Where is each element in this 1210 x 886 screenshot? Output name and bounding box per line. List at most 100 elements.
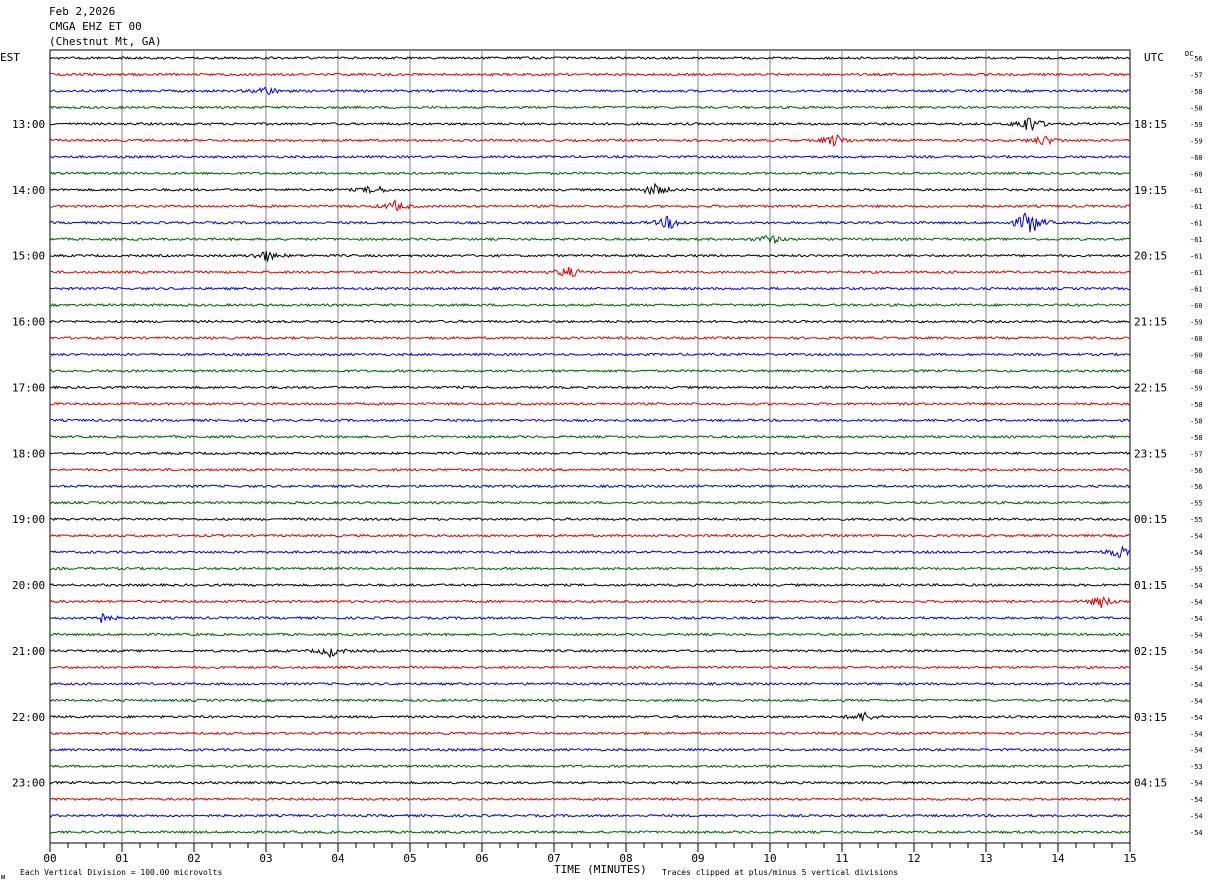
seismic-trace — [49, 517, 1131, 522]
dc-offset-label: -56 — [1190, 55, 1203, 63]
x-tick-label: 10 — [763, 852, 776, 865]
left-hour-label: 20:00 — [12, 579, 45, 592]
left-hour-label: 13:00 — [12, 118, 45, 131]
dc-offset-label: -54 — [1190, 697, 1203, 705]
seismic-trace — [49, 731, 1131, 736]
seismic-trace — [49, 813, 1131, 818]
dc-offset-label: -61 — [1190, 269, 1203, 277]
right-hour-label: 19:15 — [1134, 184, 1167, 197]
dc-offset-label: -59 — [1190, 319, 1203, 327]
dc-offset-label: -58 — [1190, 417, 1203, 425]
seismic-trace — [49, 134, 1131, 147]
x-tick-label: 12 — [907, 852, 920, 865]
x-tick-label: 01 — [115, 852, 128, 865]
left-hour-label: 23:00 — [12, 777, 45, 790]
seismic-trace — [49, 533, 1131, 538]
header-date: Feb 2,2026 — [49, 5, 115, 18]
seismic-trace — [49, 385, 1131, 390]
seismic-trace — [49, 545, 1131, 558]
seismic-trace — [49, 251, 1131, 262]
seismic-trace — [49, 698, 1131, 703]
left-axis-label: EST — [0, 51, 20, 64]
left-hour-label: 17:00 — [12, 381, 45, 394]
left-hour-label: 14:00 — [12, 184, 45, 197]
left-hour-label: 21:00 — [12, 645, 45, 658]
seismic-trace — [49, 582, 1131, 588]
dc-offset-label: -61 — [1190, 286, 1203, 294]
seismic-trace — [49, 55, 1131, 61]
dc-offset-label: -54 — [1190, 829, 1203, 837]
dc-offset-label: -54 — [1190, 780, 1203, 788]
footer-scale-text: Each Vertical Division = 100.00 microvol… — [20, 868, 222, 877]
seismic-trace — [49, 235, 1131, 245]
dc-offset-label: -54 — [1190, 599, 1203, 607]
seismic-trace — [49, 830, 1131, 835]
seismic-trace — [49, 665, 1131, 670]
seismic-trace — [49, 171, 1131, 176]
seismic-trace — [49, 434, 1131, 439]
dc-offset-label: -57 — [1190, 450, 1203, 458]
right-hour-label: 03:15 — [1134, 711, 1167, 724]
dc-offset-label: -54 — [1190, 747, 1203, 755]
seismic-trace — [49, 632, 1131, 637]
seismic-trace — [49, 335, 1131, 341]
dc-offset-label: -54 — [1190, 615, 1203, 623]
dc-label: DC — [1185, 50, 1193, 58]
dc-offset-label: -59 — [1190, 384, 1203, 392]
seismic-trace — [49, 780, 1131, 785]
seismic-trace — [49, 105, 1131, 110]
seismic-trace — [49, 747, 1131, 752]
dc-offset-label: -56 — [1190, 467, 1203, 475]
dc-offset-label: -58 — [1190, 434, 1203, 442]
dc-offset-label: -58 — [1190, 401, 1203, 409]
seismic-trace — [49, 72, 1131, 77]
seismic-trace — [49, 711, 1131, 722]
right-hour-label: 02:15 — [1134, 645, 1167, 658]
dc-offset-label: -55 — [1190, 566, 1203, 574]
seismic-trace — [49, 467, 1131, 472]
right-hour-label: 23:15 — [1134, 447, 1167, 460]
dc-offset-label: -60 — [1190, 335, 1203, 343]
right-hour-label: 18:15 — [1134, 118, 1167, 131]
seismic-trace — [49, 368, 1131, 374]
x-tick-label: 03 — [259, 852, 272, 865]
x-tick-label: 09 — [691, 852, 704, 865]
right-hour-label: 22:15 — [1134, 381, 1167, 394]
left-hour-label: 18:00 — [12, 447, 45, 460]
dc-offset-label: -59 — [1190, 121, 1203, 129]
right-axis-label: UTC — [1144, 51, 1164, 64]
dc-offset-label: -56 — [1190, 483, 1203, 491]
dc-offset-label: -61 — [1190, 187, 1203, 195]
dc-offset-label: -55 — [1190, 516, 1203, 524]
x-tick-label: 02 — [187, 852, 200, 865]
seismic-trace — [49, 401, 1131, 406]
seismic-trace — [49, 319, 1131, 324]
header-station: CMGA EHZ ET 00 — [49, 20, 142, 33]
x-axis-title: TIME (MINUTES) — [554, 863, 647, 876]
seismic-trace — [49, 286, 1131, 291]
dc-offset-label: -58 — [1190, 88, 1203, 96]
seismic-trace — [49, 182, 1131, 196]
trace-layer — [49, 55, 1131, 835]
seismic-trace — [49, 595, 1131, 609]
right-hour-label: 00:15 — [1134, 513, 1167, 526]
corner-mark: ᴍ — [1, 873, 5, 881]
header-location: (Chestnut Mt, GA) — [49, 35, 162, 48]
x-tick-label: 15 — [1123, 852, 1136, 865]
dc-offset-label: -54 — [1190, 582, 1203, 590]
seismic-trace — [49, 418, 1131, 423]
seismic-trace — [49, 797, 1131, 802]
minute-gridlines — [49, 49, 1131, 852]
dc-offset-label: -60 — [1190, 351, 1203, 359]
dc-offset-label: -54 — [1190, 813, 1203, 821]
dc-offset-label: -53 — [1190, 763, 1203, 771]
x-tick-label: 05 — [403, 852, 416, 865]
dc-offset-label: -59 — [1190, 137, 1203, 145]
x-tick-label: 11 — [835, 852, 848, 865]
right-hour-label: 04:15 — [1134, 777, 1167, 790]
x-tick-label: 06 — [475, 852, 488, 865]
left-hour-label: 19:00 — [12, 513, 45, 526]
dc-offset-label: -57 — [1190, 71, 1203, 79]
dc-offset-label: -54 — [1190, 631, 1203, 639]
